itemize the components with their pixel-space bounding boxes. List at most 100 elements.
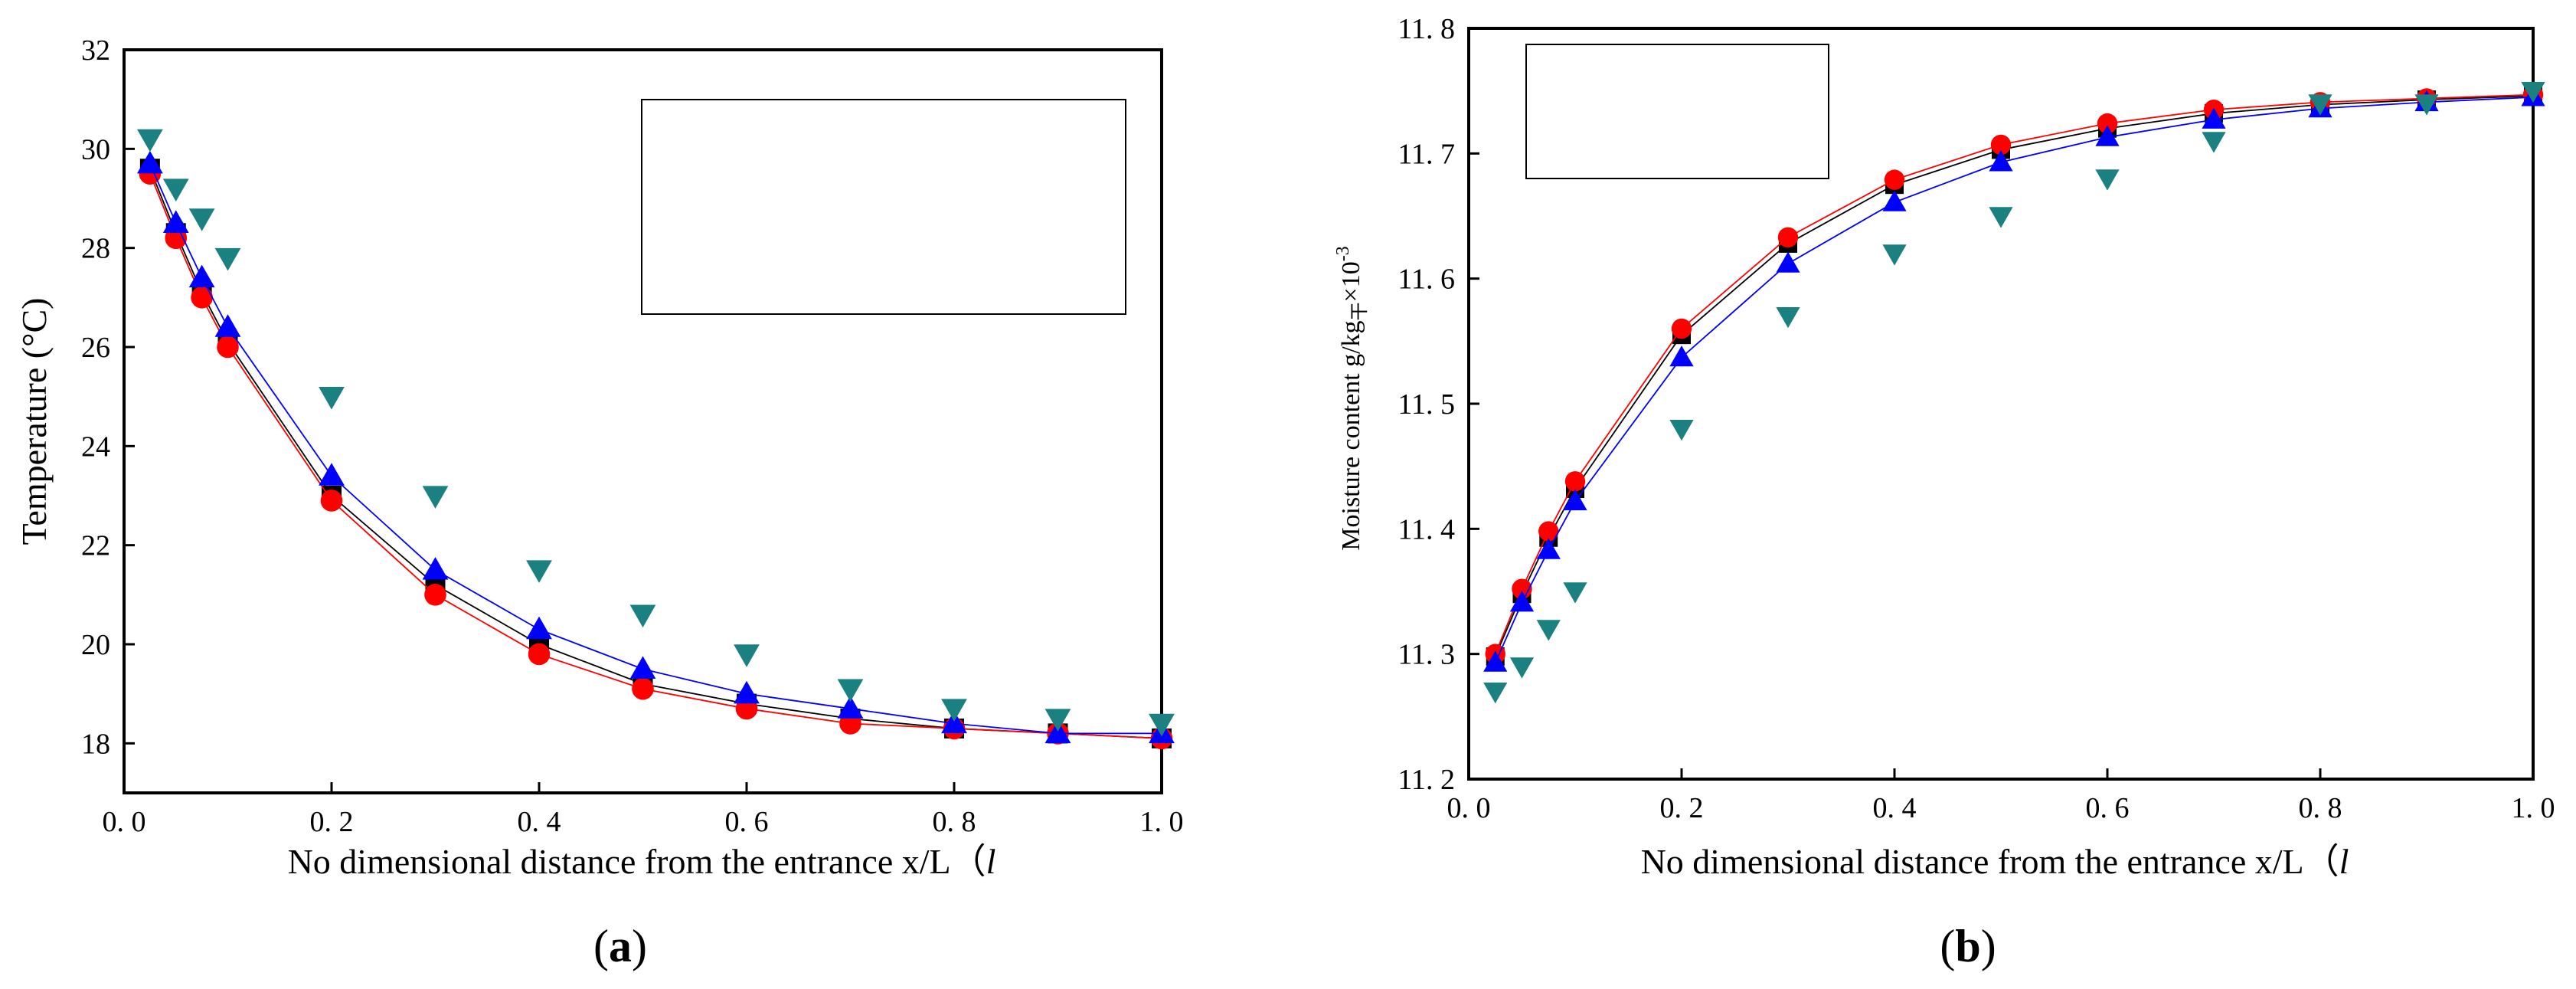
panel-b-point-circular [1483,650,1508,672]
panel-b-caption-close: ) [1981,921,1996,971]
panel-b-point-actual-measurement [2521,81,2545,103]
panel-a-y-tick-label: 22 [81,530,110,562]
panel-b-y-tick-label: 11. 4 [1398,513,1455,545]
panel-a-x-tick-label: 1. 0 [1140,806,1184,838]
panel-a-point-actual-measurement [136,129,163,152]
panel-a-point-actual-measurement [1044,709,1071,732]
panel-b-point-circular [2202,107,2226,129]
panel-a-point-circular [941,710,967,734]
panel-b-point-circular [1989,150,2013,172]
panel-a-x-axis-title-text: No dimensional distance from the entranc… [288,842,986,881]
panel-a-point-actual-measurement [629,604,656,628]
panel-a-x-axis-unit: l [986,842,996,881]
panel-b-point-quadrate [1564,471,1586,492]
panel-a-point-actual-measurement [319,386,345,410]
panel-a-point-circular [136,150,163,174]
panel-a-y-tick-label: 30 [81,133,110,165]
panel-a-caption: (a) [593,921,647,971]
panel-a-y-tick-label: 18 [81,728,110,760]
panel-a-x-tick-label: 0. 8 [933,806,976,838]
panel-b-point-actual-measurement [1509,657,1535,679]
panel-a-point-circular [319,463,345,486]
panel-a-point-actual-measurement [941,699,967,722]
panel-a-x-tick-label: 0. 4 [518,806,561,838]
panel-b-point-actual-measurement [1882,244,1907,266]
panel-b-point-actual-measurement [1563,582,1587,604]
panel-a-point-actual-measurement [214,247,241,271]
panel-b-ticks: 11. 2 11. 3 11. 4 11. 5 11. 6 11. 7 11. 8 0. 0 0… [1398,13,2555,824]
panel-b-y-tick-label: 11. 3 [1398,639,1455,671]
panel-b-point-quadrate [1538,521,1559,542]
panel-a-point-actual-measurement [162,178,189,201]
panel-b-point-actual-measurement [2308,94,2332,116]
panel-b-point-actual-measurement [1776,306,1800,329]
panel-a-point-actual-measurement [837,679,864,702]
panel-a-point-quadrate [528,643,551,666]
panel-b-point-actual-measurement [1989,207,2013,228]
panel-a-point-quadrate [632,677,654,700]
panel-b-y-tick-label: 11. 8 [1398,13,1455,45]
panel-a-legend [641,99,1126,315]
panel-a-point-circular [162,210,189,234]
panel-a-point-circular [629,656,656,680]
panel-a-point-actual-measurement [526,560,552,583]
panel-b-x-tick-label: 0. 6 [2086,792,2130,824]
panel-a-x-tick-label: 0. 6 [725,806,769,838]
panel-a-point-circular [188,264,215,288]
panel-a-y-tick-label: 32 [81,34,110,67]
panel-b-point-quadrate [1777,227,1799,247]
panel-a-point-quadrate [320,490,343,512]
panel-a-temperature-chart: 18 20 22 24 26 28 30 32 0. 0 0. 2 0. 4 0. 6 0. 8 1. 0… [15,34,1184,971]
panel-b-series-circular [1483,85,2545,672]
panel-a-y-tick-label: 24 [81,431,110,463]
panel-b-caption: (b) [1940,921,1996,971]
panel-b-point-circular [1776,251,1800,273]
panel-b-y-axis-exponent: -3 [1333,246,1353,261]
panel-b-series-line-arch [1494,95,2534,657]
panel-b-legend-box [1525,44,1829,179]
panel-b-y-tick-label: 11. 7 [1398,138,1455,170]
panel-a-x-tick-label: 0. 2 [310,806,354,838]
panel-b-point-quadrate [2097,113,2118,134]
panel-a-point-actual-measurement [188,208,215,231]
panel-b-x-axis-title: No dimensional distance from the entranc… [1641,842,2349,881]
panel-a-x-axis-title: No dimensional distance from the entranc… [288,842,996,881]
panel-b-point-circular [1669,345,1694,367]
panel-b-caption-letter: b [1955,921,1980,971]
panel-a-plot-frame [123,48,1163,794]
panel-b-x-tick-label: 0. 0 [1447,792,1491,824]
panel-a-series-actual-measurement [136,129,1175,737]
panel-b-point-actual-measurement [2202,132,2226,153]
panel-b-point-quadrate [1884,169,1905,190]
panel-a-y-tick-label: 28 [81,233,110,265]
panel-a-x-tick-label: 0. 0 [103,806,146,838]
panel-a-point-actual-measurement [1149,713,1175,737]
panel-b-x-axis-unit: l [2339,842,2349,881]
panel-b-point-quadrate [1990,134,2012,156]
panel-b-point-circular [2095,125,2120,146]
panel-b-series-actual-measurement [1483,81,2545,704]
panel-b-y-tick-label: 11. 2 [1398,764,1455,796]
panel-a-point-circular [837,696,864,719]
panel-b-y-axis-subscript: 干 [1350,302,1370,320]
panel-b-y-tick-label: 11. 5 [1398,388,1455,421]
panel-b-series-layer [1483,81,2545,704]
panel-a-point-circular [1044,720,1071,744]
panel-b-moisture-chart: 11. 2 11. 3 11. 4 11. 5 11. 6 11. 7 11. 8 0. 0 0… [1333,13,2555,971]
panel-a-y-axis-title: Temperature (°C) [15,298,54,545]
panel-b-caption-open: ( [1940,921,1955,971]
panel-b-point-circular [1882,190,1907,211]
panel-a-series-circular [136,150,1175,744]
panel-b-point-actual-measurement [1669,419,1694,441]
panel-b-y-axis-title-text: Moisture content g/kg [1337,320,1365,550]
panel-a-point-circular [526,616,552,640]
panel-a-point-actual-measurement [734,644,760,667]
panel-a-caption-letter: a [609,921,632,971]
panel-b-x-tick-label: 1. 0 [2512,792,2555,824]
panel-b-point-actual-measurement [1483,682,1508,704]
panel-a-y-tick-label: 26 [81,332,110,364]
panel-a-point-actual-measurement [422,486,449,509]
panel-b-point-circular [1536,538,1561,559]
panel-a-legend-box [641,99,1126,315]
